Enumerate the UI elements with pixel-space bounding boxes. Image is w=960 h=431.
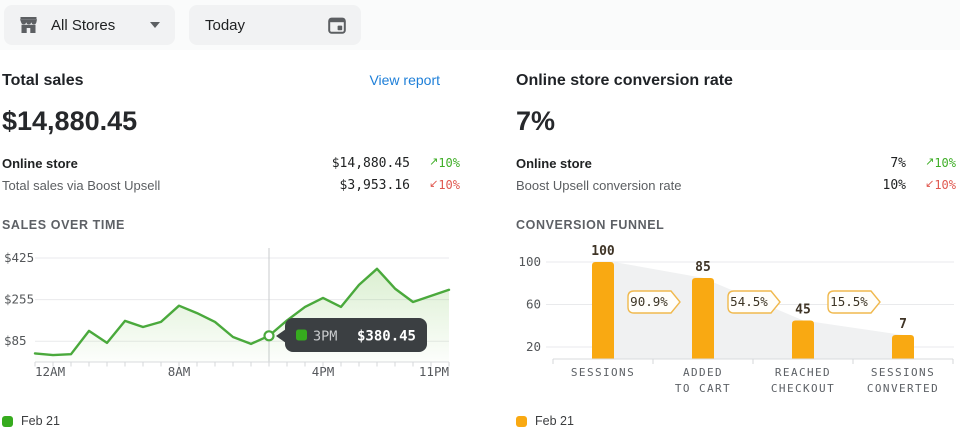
metric-row-boost-upsell-rate: Boost Upsell conversion rate 10% ↙10% [516,174,956,196]
svg-text:SESSIONS: SESSIONS [571,366,635,379]
svg-text:20: 20 [526,339,541,354]
calendar-icon [328,16,346,34]
svg-text:CHECKOUT: CHECKOUT [771,382,835,395]
conversion-rate-value: 7% [516,106,556,136]
metric-value: 10% [882,177,906,193]
conversion-badge [627,290,681,314]
total-sales-panel: Total sales View report $14,880.45 Onlin… [0,50,460,428]
metric-value: $3,953.16 [339,177,410,193]
svg-text:SESSIONS: SESSIONS [871,366,935,379]
store-selector-label: All Stores [51,16,116,34]
metric-row-online-store-rate: Online store 7% ↗10% [516,152,956,174]
metric-row-boost-upsell-sales: Total sales via Boost Upsell $3,953.16 ↙… [2,174,460,196]
funnel-bar [792,320,814,359]
date-selector-label: Today [205,16,246,34]
storefront-icon [19,16,38,34]
svg-text:100: 100 [591,244,615,259]
svg-text:85: 85 [695,260,711,275]
metric-label: Online store [516,155,592,171]
svg-text:4PM: 4PM [312,364,335,379]
legend-swatch-orange [516,415,527,427]
trend-arrow-icon: ↗ [925,155,935,168]
store-selector-button[interactable]: All Stores [4,5,175,45]
sales-over-time-chart: $85 $255 $425 12AM 8AM 4PM 11PM 3PM $380.45 [4,248,451,379]
svg-text:8AM: 8AM [168,364,191,379]
dashboard-content: Total sales View report $14,880.45 Onlin… [0,50,960,428]
view-report-link[interactable]: View report [369,72,440,88]
svg-text:REACHED: REACHED [775,366,831,379]
svg-text:54.5%: 54.5% [730,294,768,309]
svg-text:3PM: 3PM [313,329,337,345]
svg-text:CONVERTED: CONVERTED [867,382,939,395]
svg-text:7: 7 [899,317,907,332]
legend-label: Feb 21 [21,414,60,428]
metric-label: Total sales via Boost Upsell [2,177,161,193]
funnel-bar [892,335,914,359]
trend-arrow-icon: ↗ [429,155,439,168]
chevron-down-icon [150,22,160,28]
metric-delta: ↗10% [429,155,460,170]
conversion-funnel-heading: CONVERSION FUNNEL [516,218,665,232]
total-sales-value: $14,880.45 [2,106,138,136]
sales-chart-legend: Feb 21 [2,414,460,428]
trend-arrow-icon: ↙ [429,177,439,190]
total-sales-title: Total sales [2,72,84,89]
conversion-breakdown: Online store 7% ↗10% Boost Upsell conver… [516,152,956,196]
funnel-bar [692,277,714,359]
svg-text:45: 45 [795,302,811,317]
metric-value: 7% [890,155,906,171]
conversion-rate-title: Online store conversion rate [516,72,733,89]
metric-delta: ↙10% [429,177,460,192]
metric-value: $14,880.45 [331,155,410,171]
conversion-funnel-chart: 20 60 100 100 85 45 7 90.9% 54.5% 15.5% SESSIONS AD… [518,244,954,395]
svg-text:12AM: 12AM [35,364,65,379]
svg-text:60: 60 [526,297,541,312]
trend-arrow-icon: ↙ [925,177,935,190]
date-selector-button[interactable]: Today [189,5,361,45]
svg-text:100: 100 [518,254,541,269]
legend-swatch-green [2,415,13,427]
funnel-chart-legend: Feb 21 [516,414,956,428]
svg-text:$380.45: $380.45 [357,329,416,345]
svg-text:11PM: 11PM [419,364,449,379]
legend-label: Feb 21 [535,414,574,428]
metric-delta: ↙10% [925,177,956,192]
funnel-bar [592,262,614,359]
sales-over-time-heading: SALES OVER TIME [2,218,125,232]
svg-text:ADDED: ADDED [683,366,723,379]
metric-label: Boost Upsell conversion rate [516,177,682,193]
svg-text:$255: $255 [4,292,34,307]
svg-text:90.9%: 90.9% [630,294,668,309]
total-sales-breakdown: Online store $14,880.45 ↗10% Total sales… [2,152,460,196]
conversion-badge [827,290,881,314]
chart-tooltip: 3PM $380.45 [276,318,427,352]
svg-text:TO CART: TO CART [675,382,731,395]
metric-row-online-store: Online store $14,880.45 ↗10% [2,152,460,174]
conversion-badge [727,290,781,314]
metric-delta: ↗10% [925,155,956,170]
svg-text:$425: $425 [4,250,34,265]
svg-text:$85: $85 [4,333,27,348]
top-toolbar: All Stores Today [0,0,960,50]
conversion-rate-panel: Online store conversion rate 7% Online s… [516,50,956,428]
svg-text:15.5%: 15.5% [830,294,868,309]
metric-label: Online store [2,155,78,171]
